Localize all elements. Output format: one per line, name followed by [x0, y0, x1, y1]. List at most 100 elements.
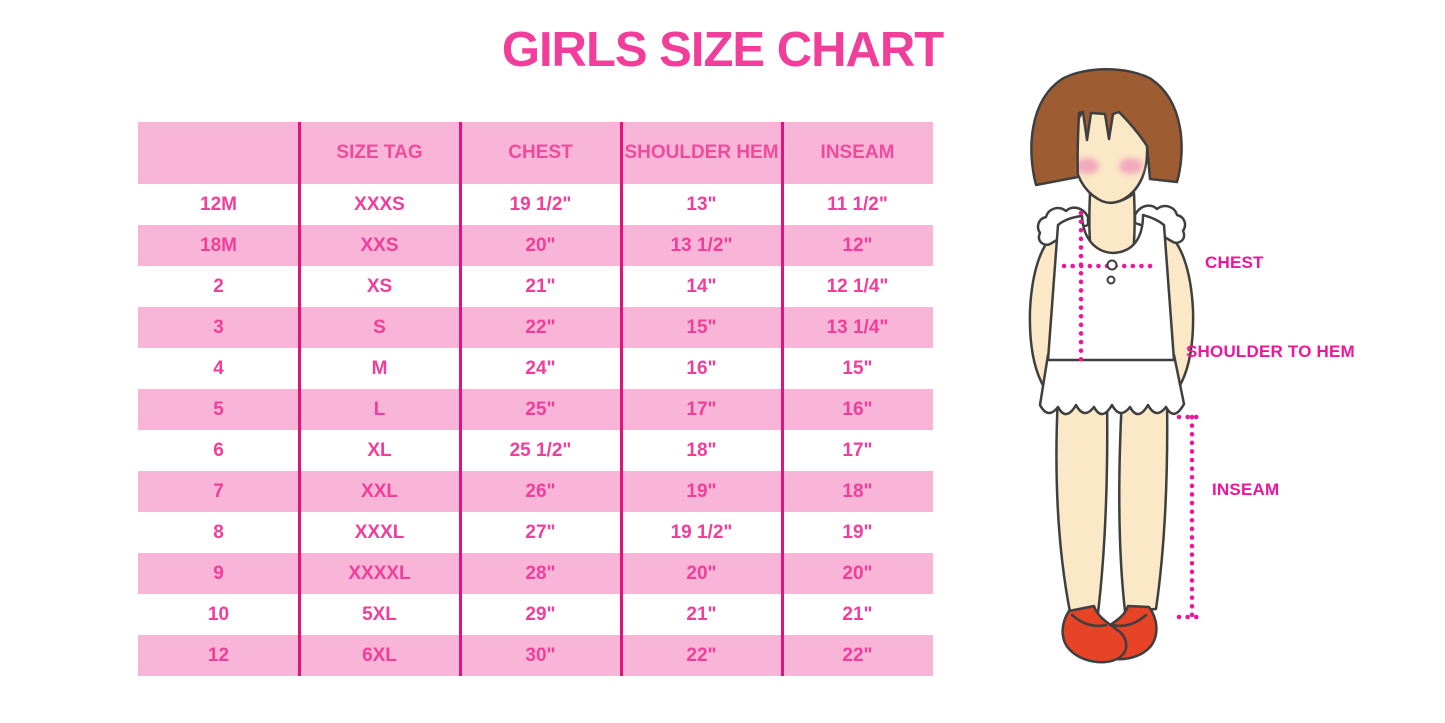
shirt-button-bottom: [1106, 275, 1116, 285]
table-row: 3 S 22" 15" 13 1/4": [138, 307, 933, 348]
table-cell: 26": [525, 480, 556, 502]
table-cell: 15": [842, 357, 873, 379]
table-cell: 5: [213, 398, 224, 420]
inseam-measure-label: INSEAM: [1212, 480, 1280, 499]
girl-left-leg: [1055, 393, 1109, 615]
table-cell: 5XL: [362, 603, 397, 625]
table-cell: 3: [213, 316, 224, 338]
table-cell: XXL: [361, 480, 398, 502]
column-divider: [619, 122, 623, 676]
table-cell: 25 1/2": [509, 439, 572, 461]
table-cell: 16": [842, 398, 873, 420]
table-cell: 13 1/4": [826, 316, 889, 338]
table-cell: 7: [213, 480, 224, 502]
table-cell: XS: [366, 275, 393, 297]
column-header: INSEAM: [820, 142, 895, 163]
table-cell: 13": [686, 193, 717, 215]
table-cell: XXS: [360, 234, 399, 256]
header-row: SIZE TAG CHEST SHOULDER HEM INSEAM: [138, 122, 933, 184]
table-cell: 8: [213, 521, 224, 543]
table-cell: 19": [686, 480, 717, 502]
table-row: 6 XL 25 1/2" 18" 17": [138, 430, 933, 471]
table-cell: 19 1/2": [509, 193, 572, 215]
shoulder-to-hem-measure-label: SHOULDER TO HEM: [1186, 342, 1355, 361]
girl-hair: [1030, 68, 1183, 187]
table-cell: 22": [525, 316, 556, 338]
table-cell: 13 1/2": [670, 234, 733, 256]
column-header: SIZE TAG: [336, 142, 423, 163]
girl-skirt: [1038, 353, 1186, 416]
size-chart-table: SIZE TAG CHEST SHOULDER HEM INSEAM 12M XXXS 19…: [138, 122, 933, 676]
table-cell: 27": [525, 521, 556, 543]
column-header: SHOULDER HEM: [624, 142, 779, 163]
table-row: 12M XXXS 19 1/2" 13" 11 1/2": [138, 184, 933, 225]
girl-shoe-left-strap: [1070, 613, 1108, 628]
table-row: 18M XXS 20" 13 1/2" 12": [138, 225, 933, 266]
table-cell: 4: [213, 357, 224, 379]
table-row: 2 XS 21" 14" 12 1/4": [138, 266, 933, 307]
table-cell: 28": [525, 562, 556, 584]
table-cell: 21": [525, 275, 556, 297]
table-cell: XXXXL: [348, 562, 411, 584]
table-cell: 21": [686, 603, 717, 625]
table-cell: S: [373, 316, 386, 338]
table-cell: 15": [686, 316, 717, 338]
column-header: CHEST: [508, 142, 573, 163]
page-title: GIRLS SIZE CHART: [501, 23, 944, 77]
table-cell: M: [371, 357, 388, 379]
girl-right-leg: [1118, 395, 1169, 613]
girl-cheek-left: [1075, 158, 1099, 174]
table-row: 7 XXL 26" 19" 18": [138, 471, 933, 512]
table-cell: 17": [842, 439, 873, 461]
table-cell: 20": [686, 562, 717, 584]
table-cell: 12M: [200, 193, 237, 215]
table-row: 4 M 24" 16" 15": [138, 348, 933, 389]
table-cell: 6: [213, 439, 224, 461]
table-cell: 25": [525, 398, 556, 420]
table-cell: 19 1/2": [670, 521, 733, 543]
table-cell: 22": [842, 644, 873, 666]
table-cell: XL: [367, 439, 392, 461]
table-row: 8 XXXL 27" 19 1/2" 19": [138, 512, 933, 553]
table-cell: 19": [842, 521, 873, 543]
column-divider: [297, 122, 301, 676]
table-row: 9 XXXXL 28" 20" 20": [138, 553, 933, 594]
table-cell: XXXL: [354, 521, 405, 543]
table-cell: 18M: [200, 234, 237, 256]
column-header: [138, 122, 299, 184]
shirt-button-top: [1106, 259, 1118, 271]
table-cell: 20": [525, 234, 556, 256]
table-cell: 12 1/4": [826, 275, 889, 297]
measurement-figure: [1000, 55, 1270, 670]
table-cell: 16": [686, 357, 717, 379]
table-cell: 6XL: [362, 644, 397, 666]
table-cell: 30": [525, 644, 556, 666]
table-cell: XXXS: [354, 193, 405, 215]
table-row: 10 5XL 29" 21" 21": [138, 594, 933, 635]
table-cell: 11 1/2": [827, 193, 888, 215]
table-cell: 18": [686, 439, 717, 461]
table-cell: 21": [842, 603, 873, 625]
table-row: 12 6XL 30" 22" 22": [138, 635, 933, 676]
table-row: 5 L 25" 17" 16": [138, 389, 933, 430]
column-divider: [458, 122, 462, 676]
girl-cheek-right: [1119, 158, 1143, 174]
table-cell: 2: [213, 275, 224, 297]
table-cell: 20": [842, 562, 873, 584]
table-cell: 10: [207, 603, 230, 625]
table-cell: 12: [207, 644, 230, 666]
table-cell: 29": [525, 603, 556, 625]
chest-measure-label: CHEST: [1205, 253, 1264, 272]
table-cell: 12": [842, 234, 873, 256]
girl-illustration: [1028, 68, 1207, 664]
table-cell: 9: [213, 562, 224, 584]
girl-shoe-right-strap: [1110, 613, 1148, 628]
table-cell: 22": [686, 644, 717, 666]
table-cell: 17": [686, 398, 717, 420]
table-cell: 14": [686, 275, 717, 297]
table-cell: 24": [525, 357, 556, 379]
table-cell: L: [373, 398, 386, 420]
column-divider: [780, 122, 784, 676]
table-cell: 18": [842, 480, 873, 502]
